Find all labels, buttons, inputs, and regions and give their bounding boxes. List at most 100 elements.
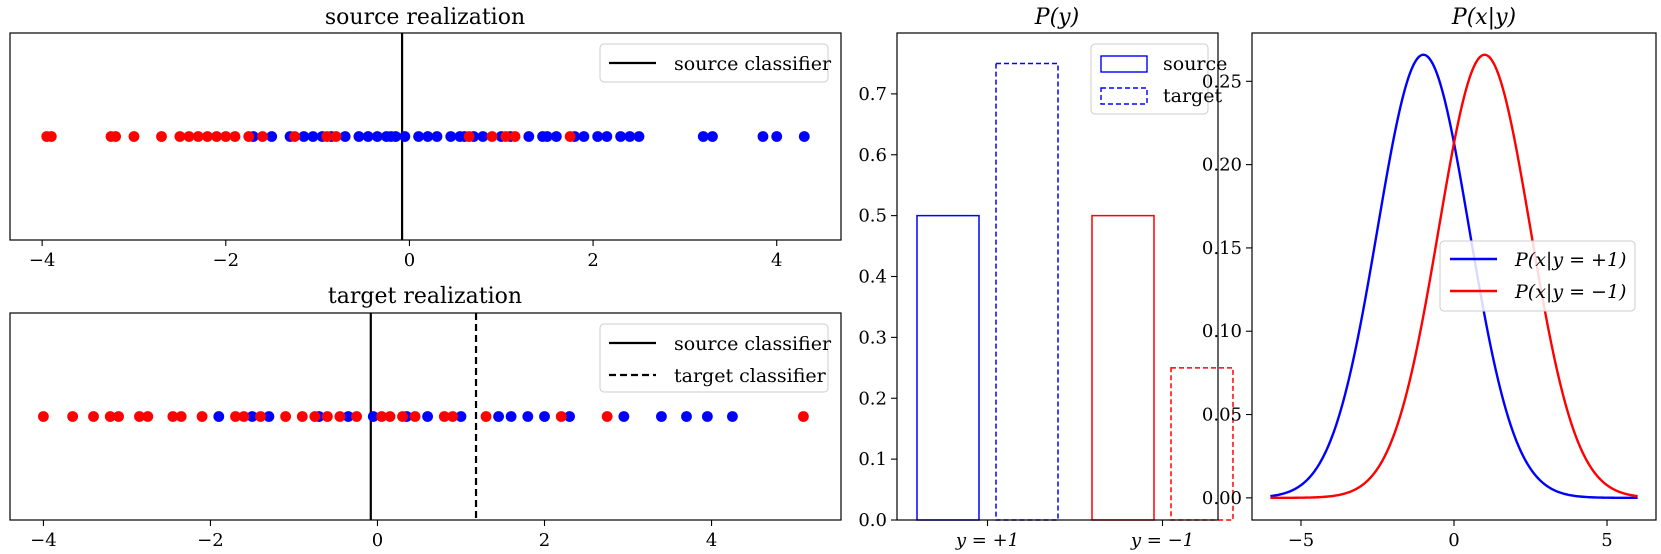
likelihood-ytick-label: 0.25 — [1202, 71, 1242, 92]
target-point-neg — [480, 411, 492, 422]
prior-title: P(y) — [1034, 5, 1079, 30]
target-point-neg — [238, 411, 250, 422]
source-point-neg — [45, 131, 57, 142]
target-point-neg — [280, 411, 292, 422]
target-point-pos — [342, 411, 354, 422]
source-point-pos — [707, 131, 718, 142]
source-point-pos — [541, 131, 553, 142]
target-xtick-label: −2 — [197, 530, 224, 551]
target-realization-panel: target realization −4 −2 0 2 4 source classi… — [9, 284, 842, 551]
target-point-pos — [455, 411, 467, 422]
source-point-pos — [798, 131, 810, 142]
source-point-neg — [128, 131, 140, 142]
target-point-neg — [601, 411, 613, 422]
target-point-pos — [656, 411, 667, 422]
prior-ytick-label: 0.6 — [858, 145, 887, 166]
target-legend-label-target: target classifier — [674, 365, 827, 387]
target-point-neg — [113, 411, 124, 422]
target-point-pos — [681, 411, 692, 422]
likelihood-ytick-label: 0.10 — [1202, 321, 1242, 342]
target-point-neg — [321, 411, 333, 422]
target-point-neg — [230, 411, 241, 422]
prior-bar-source-neg — [1091, 214, 1155, 521]
prior-ytick-label: 0.4 — [858, 267, 887, 288]
source-xtick-label: −4 — [29, 250, 56, 271]
source-point-neg — [509, 131, 521, 142]
source-point-neg — [211, 131, 223, 142]
target-point-neg — [142, 411, 154, 422]
target-point-pos — [618, 411, 630, 422]
source-point-pos — [390, 131, 402, 142]
target-xtick-label: 4 — [706, 530, 717, 551]
likelihood-plot-frame — [1251, 32, 1657, 521]
source-point-pos — [422, 131, 434, 142]
source-xtick-label: 2 — [587, 250, 598, 271]
prior-panel: P(y) 0.0 0.1 0.2 0.3 0.4 0.5 0.6 0.7 y = +1 y = −… — [858, 5, 1234, 551]
source-point-pos — [362, 131, 374, 142]
source-point-neg — [229, 131, 241, 142]
source-point-neg — [289, 131, 301, 142]
target-point-pos — [522, 411, 534, 422]
source-point-pos — [523, 131, 535, 142]
source-point-neg — [257, 131, 268, 142]
source-xtick-label: 4 — [771, 250, 782, 271]
source-point-neg — [486, 131, 498, 142]
target-point-pos — [246, 411, 258, 422]
prior-ytick-label: 0.5 — [858, 206, 887, 227]
target-point-pos — [367, 411, 379, 422]
target-point-pos — [539, 411, 550, 422]
source-point-pos — [592, 131, 604, 142]
prior-bar-target-pos — [995, 62, 1059, 521]
prior-legend-label-target: target — [1163, 85, 1222, 107]
source-point-pos — [371, 131, 383, 142]
source-point-pos — [307, 131, 319, 142]
source-point-pos — [697, 131, 709, 142]
prior-xtick-label: y = −1 — [1130, 530, 1194, 551]
target-legend: source classifier target classifier — [599, 323, 832, 393]
source-point-pos — [601, 131, 613, 142]
prior-bar-source-pos — [916, 214, 980, 521]
source-legend: source classifier — [599, 43, 832, 83]
target-point-neg — [134, 411, 145, 422]
source-point-pos — [615, 131, 627, 142]
source-point-pos — [757, 131, 769, 142]
source-plot-frame — [9, 32, 842, 241]
target-title: target realization — [328, 284, 522, 309]
prior-legend-solid-swatch — [1100, 55, 1148, 73]
target-point-neg — [38, 411, 49, 422]
target-point-neg — [104, 411, 116, 422]
likelihood-legend-label-neg: P(x|y = −1) — [1514, 281, 1626, 303]
likelihood-ytick-label: 0.20 — [1202, 155, 1242, 176]
target-point-neg — [175, 411, 187, 422]
source-point-neg — [500, 131, 512, 142]
likelihood-curve-neg — [1270, 53, 1638, 500]
source-title: source realization — [325, 5, 525, 30]
source-point-neg — [220, 131, 232, 142]
source-point-neg — [463, 131, 475, 142]
source-legend-label: source classifier — [674, 53, 832, 75]
source-realization-panel: source realization −4 −2 0 2 4 source classi… — [9, 5, 842, 271]
source-point-neg — [183, 131, 195, 142]
source-point-neg — [202, 131, 213, 142]
target-point-neg — [447, 411, 459, 422]
source-xtick-label: −2 — [213, 250, 240, 271]
target-point-pos — [505, 411, 517, 422]
source-point-pos — [771, 131, 783, 142]
prior-legend-dashed-swatch — [1100, 87, 1148, 105]
source-point-pos — [298, 131, 310, 142]
target-plot-frame — [9, 312, 842, 521]
source-point-neg — [243, 131, 255, 142]
target-point-neg — [351, 411, 362, 422]
target-point-neg — [555, 411, 567, 422]
source-point-neg — [330, 131, 342, 142]
source-point-pos — [445, 131, 457, 142]
likelihood-ytick-label: 0.15 — [1202, 238, 1242, 259]
source-point-neg — [564, 131, 576, 142]
target-point-pos — [263, 411, 275, 422]
target-point-neg — [167, 411, 179, 422]
prior-ytick-label: 0.1 — [858, 449, 887, 470]
source-point-neg — [156, 131, 167, 142]
target-point-neg — [334, 411, 346, 422]
likelihood-legend-label-pos: P(x|y = +1) — [1514, 249, 1626, 271]
